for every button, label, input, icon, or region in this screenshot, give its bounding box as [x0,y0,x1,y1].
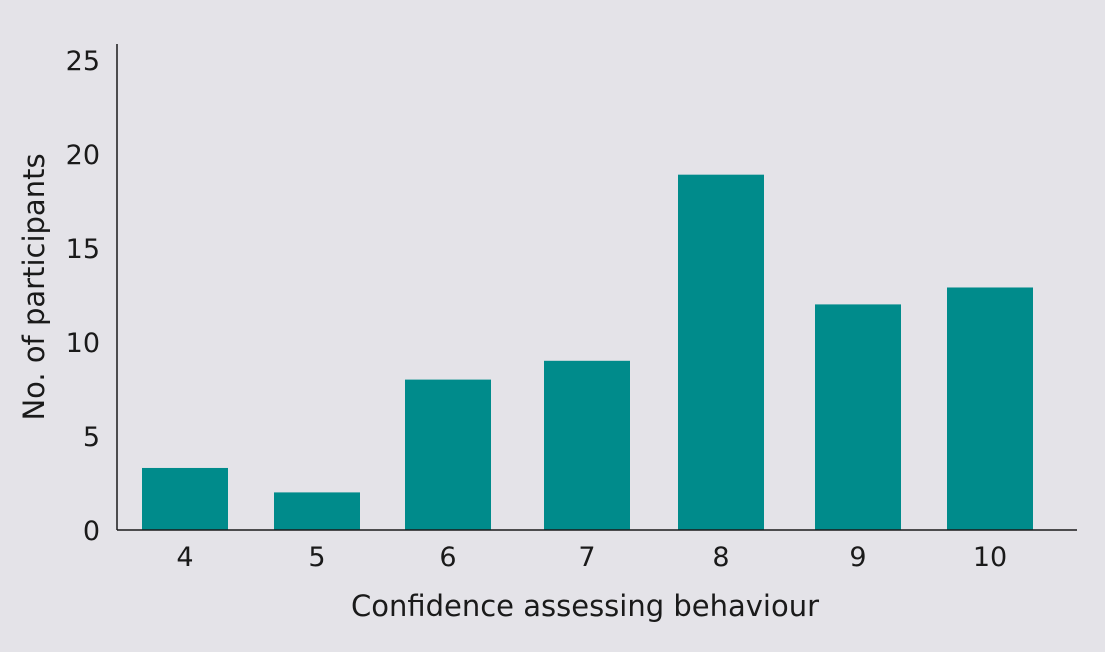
x-tick-label-9: 9 [849,542,866,573]
y-tick-label-20: 20 [66,140,100,171]
y-tick-label-5: 5 [83,422,100,453]
x-tick-label-8: 8 [712,542,729,573]
y-tick-label-15: 15 [66,234,100,265]
bar-7 [544,360,630,530]
bar-9 [815,304,901,530]
y-axis-title: No. of participants [17,153,51,420]
y-tick-label-10: 10 [66,328,100,359]
x-tick-label-4: 4 [176,542,193,573]
x-tick-label-10: 10 [973,542,1007,573]
y-tick-labels: 0 5 10 15 20 25 [66,46,100,547]
x-tick-label-6: 6 [439,542,456,573]
bars-group [142,174,1033,530]
x-axis-title: Confidence assessing behaviour [351,589,819,623]
bar-5 [274,492,360,530]
bar-10 [947,287,1033,530]
x-tick-label-5: 5 [308,542,325,573]
bar-4 [142,467,228,530]
y-tick-label-0: 0 [83,516,100,547]
x-tick-labels: 4 5 6 7 8 9 10 [176,542,1007,573]
bar-8 [678,174,764,530]
x-tick-label-7: 7 [578,542,595,573]
y-tick-label-25: 25 [66,46,100,77]
bar-6 [405,379,491,530]
